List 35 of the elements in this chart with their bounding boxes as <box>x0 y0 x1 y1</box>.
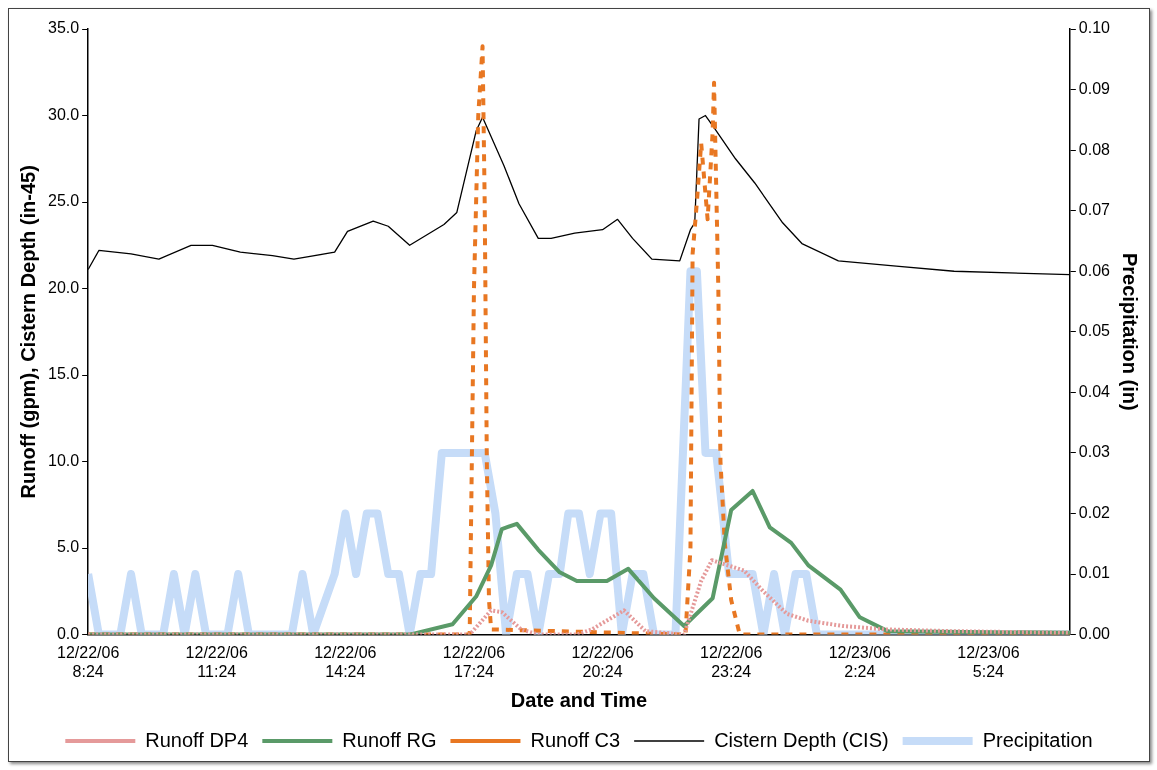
y-axis-title: Runoff (gpm), Cistern Depth (in-45) <box>16 165 39 499</box>
legend-label: Precipitation <box>982 728 1093 751</box>
x-tick-label: 12/22/06 20:24 <box>571 643 634 680</box>
x-tick-label: 12/22/06 11:24 <box>185 643 248 680</box>
y2-tick-label: 0.04 <box>1078 382 1111 400</box>
y2-tick-label: 0.02 <box>1078 503 1111 521</box>
y2-tick-label: 0.00 <box>1078 625 1111 643</box>
y-tick-label: 25.0 <box>48 192 80 210</box>
x-axis-title: Date and Time <box>510 688 648 711</box>
y-tick-label: 20.0 <box>48 278 80 296</box>
y-tick-label: 15.0 <box>48 365 80 383</box>
y2-tick-label: 0.05 <box>1078 322 1111 340</box>
y-tick-label: 5.0 <box>56 538 80 556</box>
y2-tick-label: 0.10 <box>1078 19 1111 37</box>
x-tick-label: 12/22/06 23:24 <box>700 643 763 680</box>
y2-tick-label: 0.01 <box>1078 564 1111 582</box>
legend-label: Runoff RG <box>342 728 437 751</box>
y2-tick-label: 0.03 <box>1078 443 1111 461</box>
legend-label: Runoff C3 <box>530 728 621 751</box>
x-tick-label: 12/22/06 14:24 <box>314 643 377 680</box>
x-tick-label: 12/22/06 8:24 <box>57 643 120 680</box>
x-tick-label: 12/22/06 17:24 <box>442 643 506 680</box>
y-tick-label: 35.0 <box>48 19 80 37</box>
y2-tick-label: 0.08 <box>1078 140 1111 158</box>
y2-tick-label: 0.07 <box>1078 201 1111 219</box>
legend-label: Runoff DP4 <box>145 728 249 751</box>
y2-tick-label: 0.06 <box>1078 261 1111 279</box>
y2-axis-title: Precipitation (in) <box>1119 252 1142 411</box>
y2-tick-label: 0.09 <box>1078 79 1111 97</box>
x-tick-label: 12/23/06 5:24 <box>957 643 1020 680</box>
x-tick-label: 12/23/06 2:24 <box>828 643 892 680</box>
y-tick-label: 0.0 <box>56 625 80 643</box>
y-tick-label: 10.0 <box>48 451 80 469</box>
legend-label: Cistern Depth (CIS) <box>714 728 889 751</box>
y-tick-label: 30.0 <box>48 105 80 123</box>
